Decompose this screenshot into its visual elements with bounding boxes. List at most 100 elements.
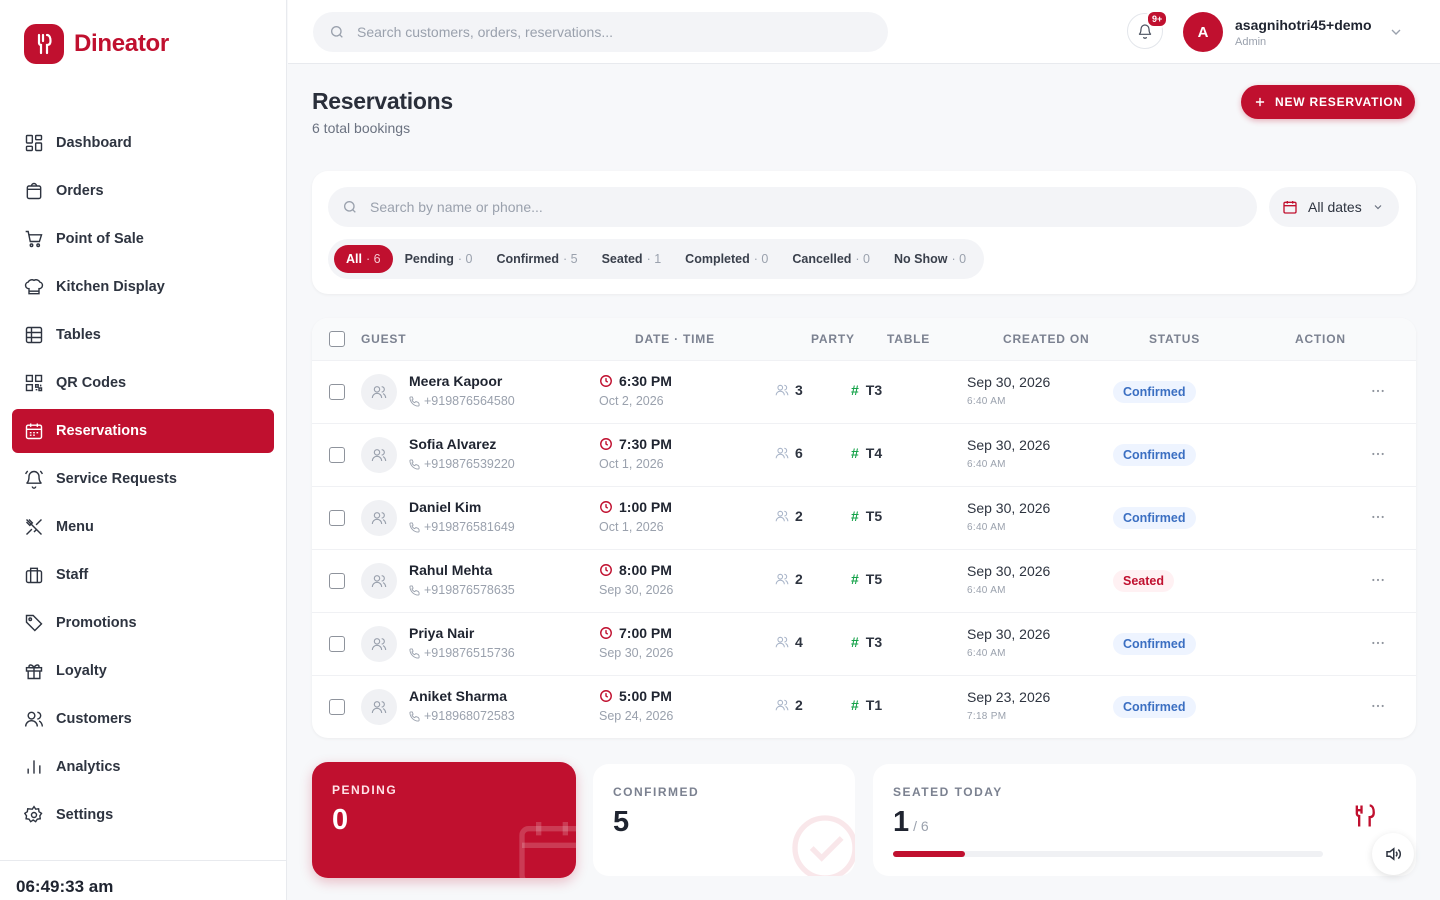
sidebar-item-promotions[interactable]: Promotions [12,601,274,645]
column-guest[interactable]: GUEST [361,332,407,346]
tab-completed[interactable]: Completed · 0 [673,245,780,273]
sidebar-item-menu[interactable]: Menu [12,505,274,549]
table-row[interactable]: Sofia Alvarez +919876539220 7:30 PM Oct … [312,423,1416,486]
confirmed-stat-card[interactable]: CONFIRMED 5 [593,764,855,876]
notifications-button[interactable]: 9+ [1127,10,1169,49]
reservation-date: Sep 30, 2026 [599,583,674,597]
sidebar-item-analytics[interactable]: Analytics [12,745,274,789]
global-search[interactable] [313,12,888,52]
select-all-checkbox[interactable] [329,331,345,347]
party-size: 2 [775,571,803,587]
more-options-icon[interactable] [1370,572,1386,588]
global-search-input[interactable] [357,24,857,40]
utensils-logo-icon [24,24,64,64]
sidebar-item-kitchen-display[interactable]: Kitchen Display [12,265,274,309]
calendar-icon [25,423,43,440]
date-filter-label: All dates [1308,199,1362,215]
sidebar-item-dashboard[interactable]: Dashboard [12,121,274,165]
status-badge[interactable]: Confirmed [1113,444,1196,466]
sidebar-item-tables[interactable]: Tables [12,313,274,357]
pending-stat-card[interactable]: PENDING 0 [312,762,576,878]
sidebar-item-orders[interactable]: Orders [12,169,274,213]
chevron-down-icon[interactable] [1388,24,1404,40]
reservation-search[interactable] [328,187,1257,227]
column-datetime[interactable]: DATE · TIME [635,332,715,346]
status-badge[interactable]: Seated [1113,570,1174,592]
more-options-icon[interactable] [1370,635,1386,651]
speaker-icon [1386,847,1401,861]
seated-today-stat-card[interactable]: SEATED TODAY 1/ 6 [873,764,1416,876]
sidebar-item-qr-codes[interactable]: QR Codes [12,361,274,405]
tab-no-show[interactable]: No Show · 0 [882,245,978,273]
row-checkbox[interactable] [329,447,345,463]
sidebar-item-label: Dashboard [56,135,132,151]
qr-code-icon [25,374,43,392]
tab-seated[interactable]: Seated · 1 [590,245,674,273]
users-icon [775,384,789,396]
users-icon [24,711,44,727]
status-badge[interactable]: Confirmed [1113,633,1196,655]
chevron-down-icon [1374,205,1382,210]
users-icon [775,447,789,459]
more-options-icon[interactable] [1370,446,1386,462]
column-table[interactable]: TABLE [887,332,931,346]
avatar[interactable]: A [1183,12,1223,52]
tab-count: · 1 [646,252,662,266]
sound-toggle-button[interactable] [1372,833,1414,875]
status-badge[interactable]: Confirmed [1113,696,1196,718]
tab-all[interactable]: All · 6 [334,245,393,273]
clock: 06:49:33 am [16,877,114,896]
table-row[interactable]: Daniel Kim +919876581649 1:00 PM Oct 1, … [312,486,1416,549]
sidebar-item-settings[interactable]: Settings [12,793,274,837]
logo[interactable]: Dineator [24,24,169,64]
table-row[interactable]: Aniket Sharma +918968072583 5:00 PM Sep … [312,675,1416,738]
row-checkbox[interactable] [329,510,345,526]
sidebar-item-reservations[interactable]: Reservations [12,409,274,453]
tab-label: Cancelled [792,252,852,266]
new-reservation-button[interactable]: NEW RESERVATION [1241,85,1415,119]
column-created-on[interactable]: CREATED ON [1003,332,1090,346]
tab-count: · 0 [951,252,967,266]
tab-count: · 6 [365,252,381,266]
users-icon [775,510,789,522]
reservation-search-input[interactable] [370,199,1230,215]
column-party[interactable]: PARTY [811,332,855,346]
sidebar-item-pos[interactable]: Point of Sale [12,217,274,261]
hash-icon: # [851,445,859,461]
tab-pending[interactable]: Pending · 0 [393,245,485,273]
user-name[interactable]: asagnihotri45+demo [1235,17,1372,33]
guest-phone: +919876581649 [409,520,515,534]
sidebar-footer: 06:49:33 am [0,860,287,900]
search-icon [344,201,356,213]
tab-cancelled[interactable]: Cancelled · 0 [780,245,882,273]
tab-confirmed[interactable]: Confirmed · 5 [484,245,589,273]
date-filter-dropdown[interactable]: All dates [1269,187,1399,227]
status-badge[interactable]: Confirmed [1113,507,1196,529]
table-number: # T4 [851,445,882,461]
sidebar-item-customers[interactable]: Customers [12,697,274,741]
table-row[interactable]: Meera Kapoor +919876564580 6:30 PM Oct 2… [312,360,1416,423]
more-options-icon[interactable] [1370,509,1386,525]
reservation-time: 6:30 PM [599,373,672,389]
table-number: # T5 [851,571,882,587]
reservation-time-value: 1:00 PM [619,499,672,515]
created-date: Sep 30, 2026 [967,437,1051,453]
phone-icon [409,710,420,722]
more-options-icon[interactable] [1370,698,1386,714]
users-icon [371,575,387,588]
status-badge[interactable]: Confirmed [1113,381,1196,403]
phone-icon [409,647,420,659]
row-checkbox[interactable] [329,384,345,400]
row-checkbox[interactable] [329,573,345,589]
sidebar-item-service-requests[interactable]: Service Requests [12,457,274,501]
grid-icon [25,134,43,152]
guest-avatar [361,374,397,410]
sidebar-item-loyalty[interactable]: Loyalty [12,649,274,693]
sidebar-item-staff[interactable]: Staff [12,553,274,597]
row-checkbox[interactable] [329,636,345,652]
table-row[interactable]: Rahul Mehta +919876578635 8:00 PM Sep 30… [312,549,1416,612]
row-checkbox[interactable] [329,699,345,715]
more-options-icon[interactable] [1370,383,1386,399]
table-row[interactable]: Priya Nair +919876515736 7:00 PM Sep 30,… [312,612,1416,675]
guest-name: Sofia Alvarez [409,436,497,452]
